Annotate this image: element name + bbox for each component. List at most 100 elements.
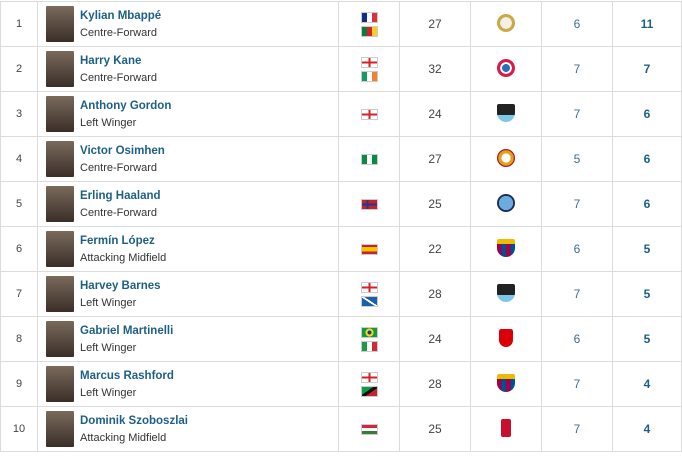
goals-link[interactable]: 6 — [612, 136, 682, 182]
nationality-cell — [338, 361, 400, 407]
age: 25 — [399, 181, 471, 227]
table-row: 6 Fermín López Attacking Midfield 22 6 5 — [0, 226, 682, 272]
appearances-link[interactable]: 7 — [541, 406, 613, 452]
real-madrid-crest-icon[interactable] — [497, 13, 515, 32]
age: 28 — [399, 361, 471, 407]
player-photo[interactable] — [46, 96, 74, 132]
player-position: Attacking Midfield — [80, 251, 167, 264]
player-photo[interactable] — [46, 321, 74, 357]
brazil-flag-icon — [360, 326, 378, 338]
player-photo[interactable] — [46, 186, 74, 222]
goals-link[interactable]: 7 — [612, 46, 682, 92]
player-photo[interactable] — [46, 366, 74, 402]
player-photo[interactable] — [46, 6, 74, 42]
goals-link[interactable]: 6 — [612, 181, 682, 227]
cameroon-flag-icon — [360, 25, 378, 37]
barcelona-crest-icon[interactable] — [497, 373, 515, 392]
table-row: 8 Gabriel Martinelli Left Winger 24 6 5 — [0, 316, 682, 362]
newcastle-crest-icon[interactable] — [497, 283, 515, 302]
rank: 2 — [0, 46, 38, 92]
table-row: 3 Anthony Gordon Left Winger 24 7 6 — [0, 91, 682, 137]
barcelona-crest-icon[interactable] — [497, 238, 515, 257]
goals-link[interactable]: 11 — [612, 1, 682, 47]
arsenal-crest-icon[interactable] — [499, 328, 513, 347]
player-name-link[interactable]: Fermín López — [80, 234, 155, 247]
nationality-cell — [338, 271, 400, 317]
player-name-link[interactable]: Dominik Szoboszlai — [80, 414, 188, 427]
england-flag-icon — [360, 281, 378, 293]
manchester-city-crest-icon[interactable] — [497, 193, 515, 212]
scotland-flag-icon — [360, 295, 378, 307]
rank: 3 — [0, 91, 38, 137]
player-name-link[interactable]: Erling Haaland — [80, 189, 161, 202]
appearances-link[interactable]: 7 — [541, 271, 613, 317]
player-photo[interactable] — [46, 276, 74, 312]
table-row: 10 Dominik Szoboszlai Attacking Midfield… — [0, 406, 682, 452]
goals-link[interactable]: 6 — [612, 91, 682, 137]
player-position: Centre-Forward — [80, 206, 158, 219]
nationality-cell — [338, 316, 400, 362]
rank: 6 — [0, 226, 38, 272]
player-photo[interactable] — [46, 231, 74, 267]
player-name-link[interactable]: Anthony Gordon — [80, 99, 172, 112]
appearances-link[interactable]: 6 — [541, 226, 613, 272]
nationality-cell — [338, 91, 400, 137]
player-name-link[interactable]: Harry Kane — [80, 54, 142, 67]
player-photo[interactable] — [46, 141, 74, 177]
rank: 4 — [0, 136, 38, 182]
player-name-link[interactable]: Victor Osimhen — [80, 144, 165, 157]
saint-kitts-nevis-flag-icon — [360, 385, 378, 397]
player-name-link[interactable]: Marcus Rashford — [80, 369, 174, 382]
appearances-link[interactable]: 6 — [541, 1, 613, 47]
age: 27 — [399, 136, 471, 182]
appearances-link[interactable]: 7 — [541, 91, 613, 137]
player-name-link[interactable]: Harvey Barnes — [80, 279, 161, 292]
england-flag-icon — [360, 108, 378, 120]
goals-link[interactable]: 4 — [612, 361, 682, 407]
nigeria-flag-icon — [360, 153, 378, 165]
england-flag-icon — [360, 56, 378, 68]
player-position: Left Winger — [80, 296, 137, 309]
france-flag-icon — [360, 11, 378, 23]
nationality-cell — [338, 1, 400, 47]
newcastle-crest-icon[interactable] — [497, 103, 515, 122]
player-photo[interactable] — [46, 51, 74, 87]
nationality-cell — [338, 46, 400, 92]
goals-link[interactable]: 5 — [612, 316, 682, 362]
table-row: 2 Harry Kane Centre-Forward 32 7 7 — [0, 46, 682, 92]
table-row: 4 Victor Osimhen Centre-Forward 27 5 6 — [0, 136, 682, 182]
liverpool-crest-icon[interactable] — [501, 418, 511, 437]
player-photo[interactable] — [46, 411, 74, 447]
nationality-cell — [338, 136, 400, 182]
age: 27 — [399, 1, 471, 47]
age: 22 — [399, 226, 471, 272]
rank: 10 — [0, 406, 38, 452]
appearances-link[interactable]: 7 — [541, 361, 613, 407]
appearances-link[interactable]: 7 — [541, 46, 613, 92]
player-position: Attacking Midfield — [80, 431, 167, 444]
player-position: Centre-Forward — [80, 161, 158, 174]
hungary-flag-icon — [360, 423, 378, 435]
player-name-link[interactable]: Gabriel Martinelli — [80, 324, 174, 337]
rank: 8 — [0, 316, 38, 362]
goals-link[interactable]: 4 — [612, 406, 682, 452]
nationality-cell — [338, 181, 400, 227]
rank: 1 — [0, 1, 38, 47]
table-row: 5 Erling Haaland Centre-Forward 25 7 6 — [0, 181, 682, 227]
appearances-link[interactable]: 7 — [541, 181, 613, 227]
player-name-link[interactable]: Kylian Mbappé — [80, 9, 162, 22]
appearances-link[interactable]: 5 — [541, 136, 613, 182]
age: 28 — [399, 271, 471, 317]
goals-link[interactable]: 5 — [612, 226, 682, 272]
appearances-link[interactable]: 6 — [541, 316, 613, 362]
rank: 7 — [0, 271, 38, 317]
goals-link[interactable]: 5 — [612, 271, 682, 317]
age: 25 — [399, 406, 471, 452]
age: 32 — [399, 46, 471, 92]
age: 24 — [399, 91, 471, 137]
bayern-munich-crest-icon[interactable] — [497, 58, 515, 77]
player-position: Centre-Forward — [80, 26, 158, 39]
galatasaray-crest-icon[interactable] — [497, 148, 515, 167]
player-position: Left Winger — [80, 116, 137, 129]
